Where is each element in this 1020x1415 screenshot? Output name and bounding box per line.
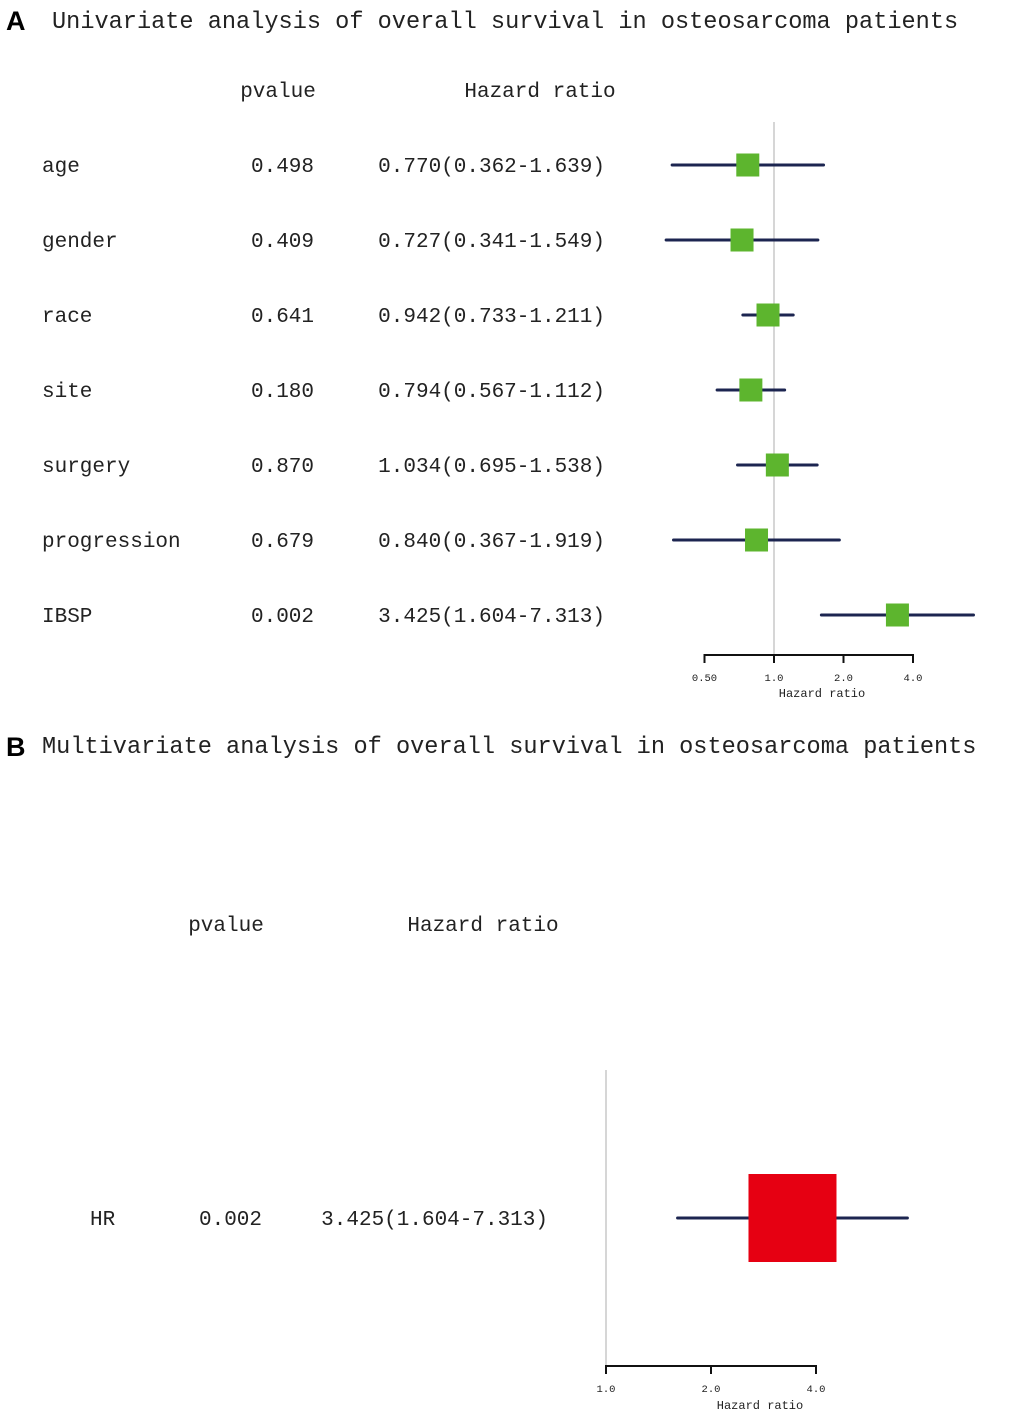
row-label: race — [42, 306, 92, 329]
row-pvalue: 0.002 — [251, 606, 314, 629]
panel-label: A — [6, 6, 26, 36]
row-pvalue: 0.870 — [251, 456, 314, 479]
hazard-ratio-marker — [736, 153, 760, 177]
forest-row: race 0.641 0.942(0.733-1.211) — [42, 303, 795, 329]
row-label: age — [42, 156, 80, 179]
row-label: site — [42, 381, 92, 404]
forest-panel-a: A Univariate analysis of overall survival… — [6, 6, 975, 701]
column-header-pvalue: pvalue — [240, 81, 316, 104]
forest-row: progression 0.679 0.840(0.367-1.919) — [42, 528, 841, 554]
row-pvalue: 0.641 — [251, 306, 314, 329]
hazard-ratio-marker — [739, 378, 763, 402]
row-hazard-ratio-text: 0.794(0.567-1.112) — [378, 381, 605, 404]
forest-row: IBSP 0.002 3.425(1.604-7.313) — [42, 603, 975, 629]
x-tick-label: 0.50 — [692, 673, 717, 685]
row-hazard-ratio-text: 0.770(0.362-1.639) — [378, 156, 605, 179]
row-hazard-ratio-text: 0.727(0.341-1.549) — [378, 231, 605, 254]
x-tick-label: 1.0 — [597, 1384, 616, 1396]
row-pvalue: 0.180 — [251, 381, 314, 404]
column-header-pvalue: pvalue — [188, 915, 264, 938]
x-tick-label: 4.0 — [807, 1384, 826, 1396]
row-hazard-ratio-text: 3.425(1.604-7.313) — [378, 606, 605, 629]
row-label: IBSP — [42, 606, 92, 629]
hazard-ratio-marker — [885, 603, 909, 627]
row-label: gender — [42, 231, 118, 254]
forest-row: surgery 0.870 1.034(0.695-1.538) — [42, 453, 819, 479]
row-label: HR — [90, 1209, 116, 1232]
x-axis-label: Hazard ratio — [779, 687, 865, 701]
row-pvalue: 0.498 — [251, 156, 314, 179]
row-label: surgery — [42, 456, 130, 479]
row-hazard-ratio-text: 0.942(0.733-1.211) — [378, 306, 605, 329]
hazard-ratio-marker — [756, 303, 780, 327]
column-header-hazard-ratio: Hazard ratio — [464, 81, 615, 104]
x-axis-label: Hazard ratio — [717, 1399, 803, 1413]
row-pvalue: 0.409 — [251, 231, 314, 254]
panel-label: B — [6, 732, 26, 762]
row-hazard-ratio-text: 1.034(0.695-1.538) — [378, 456, 605, 479]
row-label: progression — [42, 531, 181, 554]
hazard-ratio-marker — [745, 528, 769, 552]
x-tick-label: 1.0 — [765, 673, 784, 685]
row-hazard-ratio-text: 0.840(0.367-1.919) — [378, 531, 605, 554]
row-hazard-ratio-text: 3.425(1.604-7.313) — [321, 1209, 548, 1232]
row-pvalue: 0.679 — [251, 531, 314, 554]
row-pvalue: 0.002 — [199, 1209, 262, 1232]
hazard-ratio-marker — [748, 1174, 837, 1262]
x-tick-label: 4.0 — [904, 673, 923, 685]
x-tick-label: 2.0 — [702, 1384, 721, 1396]
chart-title: Multivariate analysis of overall surviva… — [42, 734, 976, 761]
forest-panel-b: B Multivariate analysis of overall surviv… — [6, 732, 976, 1413]
x-tick-label: 2.0 — [834, 673, 853, 685]
forest-row: HR 0.002 3.425(1.604-7.313) — [90, 1174, 909, 1262]
forest-row: age 0.498 0.770(0.362-1.639) — [42, 153, 826, 179]
column-header-hazard-ratio: Hazard ratio — [407, 915, 558, 938]
chart-title: Univariate analysis of overall survival … — [52, 9, 958, 36]
hazard-ratio-marker — [730, 228, 754, 252]
forest-row: site 0.180 0.794(0.567-1.112) — [42, 378, 787, 404]
forest-row: gender 0.409 0.727(0.341-1.549) — [42, 228, 820, 254]
hazard-ratio-marker — [765, 453, 789, 477]
